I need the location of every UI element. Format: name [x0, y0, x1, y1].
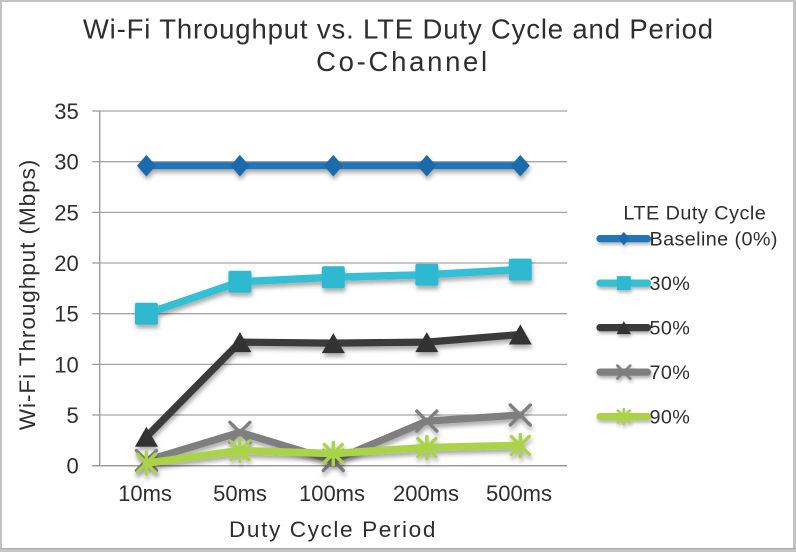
- svg-text:Duty Cycle Period: Duty Cycle Period: [229, 517, 437, 542]
- svg-text:LTE Duty Cycle: LTE Duty Cycle: [623, 203, 766, 225]
- svg-text:100ms: 100ms: [299, 481, 365, 506]
- svg-text:Baseline (0%): Baseline (0%): [650, 229, 778, 251]
- svg-text:25: 25: [54, 200, 78, 225]
- svg-text:70%: 70%: [650, 362, 691, 384]
- svg-text:10: 10: [54, 352, 78, 377]
- svg-text:Wi-Fi Throughput (Mbps): Wi-Fi Throughput (Mbps): [15, 159, 40, 430]
- svg-text:50ms: 50ms: [213, 481, 267, 506]
- svg-text:30%: 30%: [650, 273, 691, 295]
- svg-text:5: 5: [66, 403, 78, 428]
- svg-text:10ms: 10ms: [118, 481, 172, 506]
- svg-text:Co-Channel: Co-Channel: [316, 46, 490, 77]
- svg-text:500ms: 500ms: [486, 481, 552, 506]
- svg-text:90%: 90%: [650, 407, 691, 429]
- svg-text:20: 20: [54, 251, 78, 276]
- svg-text:Wi-Fi Throughput vs. LTE Duty: Wi-Fi Throughput vs. LTE Duty Cycle and …: [83, 14, 714, 45]
- svg-text:50%: 50%: [650, 318, 691, 340]
- svg-text:30: 30: [54, 150, 78, 175]
- svg-text:15: 15: [54, 302, 78, 327]
- svg-text:35: 35: [54, 99, 78, 124]
- svg-text:200ms: 200ms: [393, 481, 459, 506]
- svg-text:0: 0: [66, 454, 78, 479]
